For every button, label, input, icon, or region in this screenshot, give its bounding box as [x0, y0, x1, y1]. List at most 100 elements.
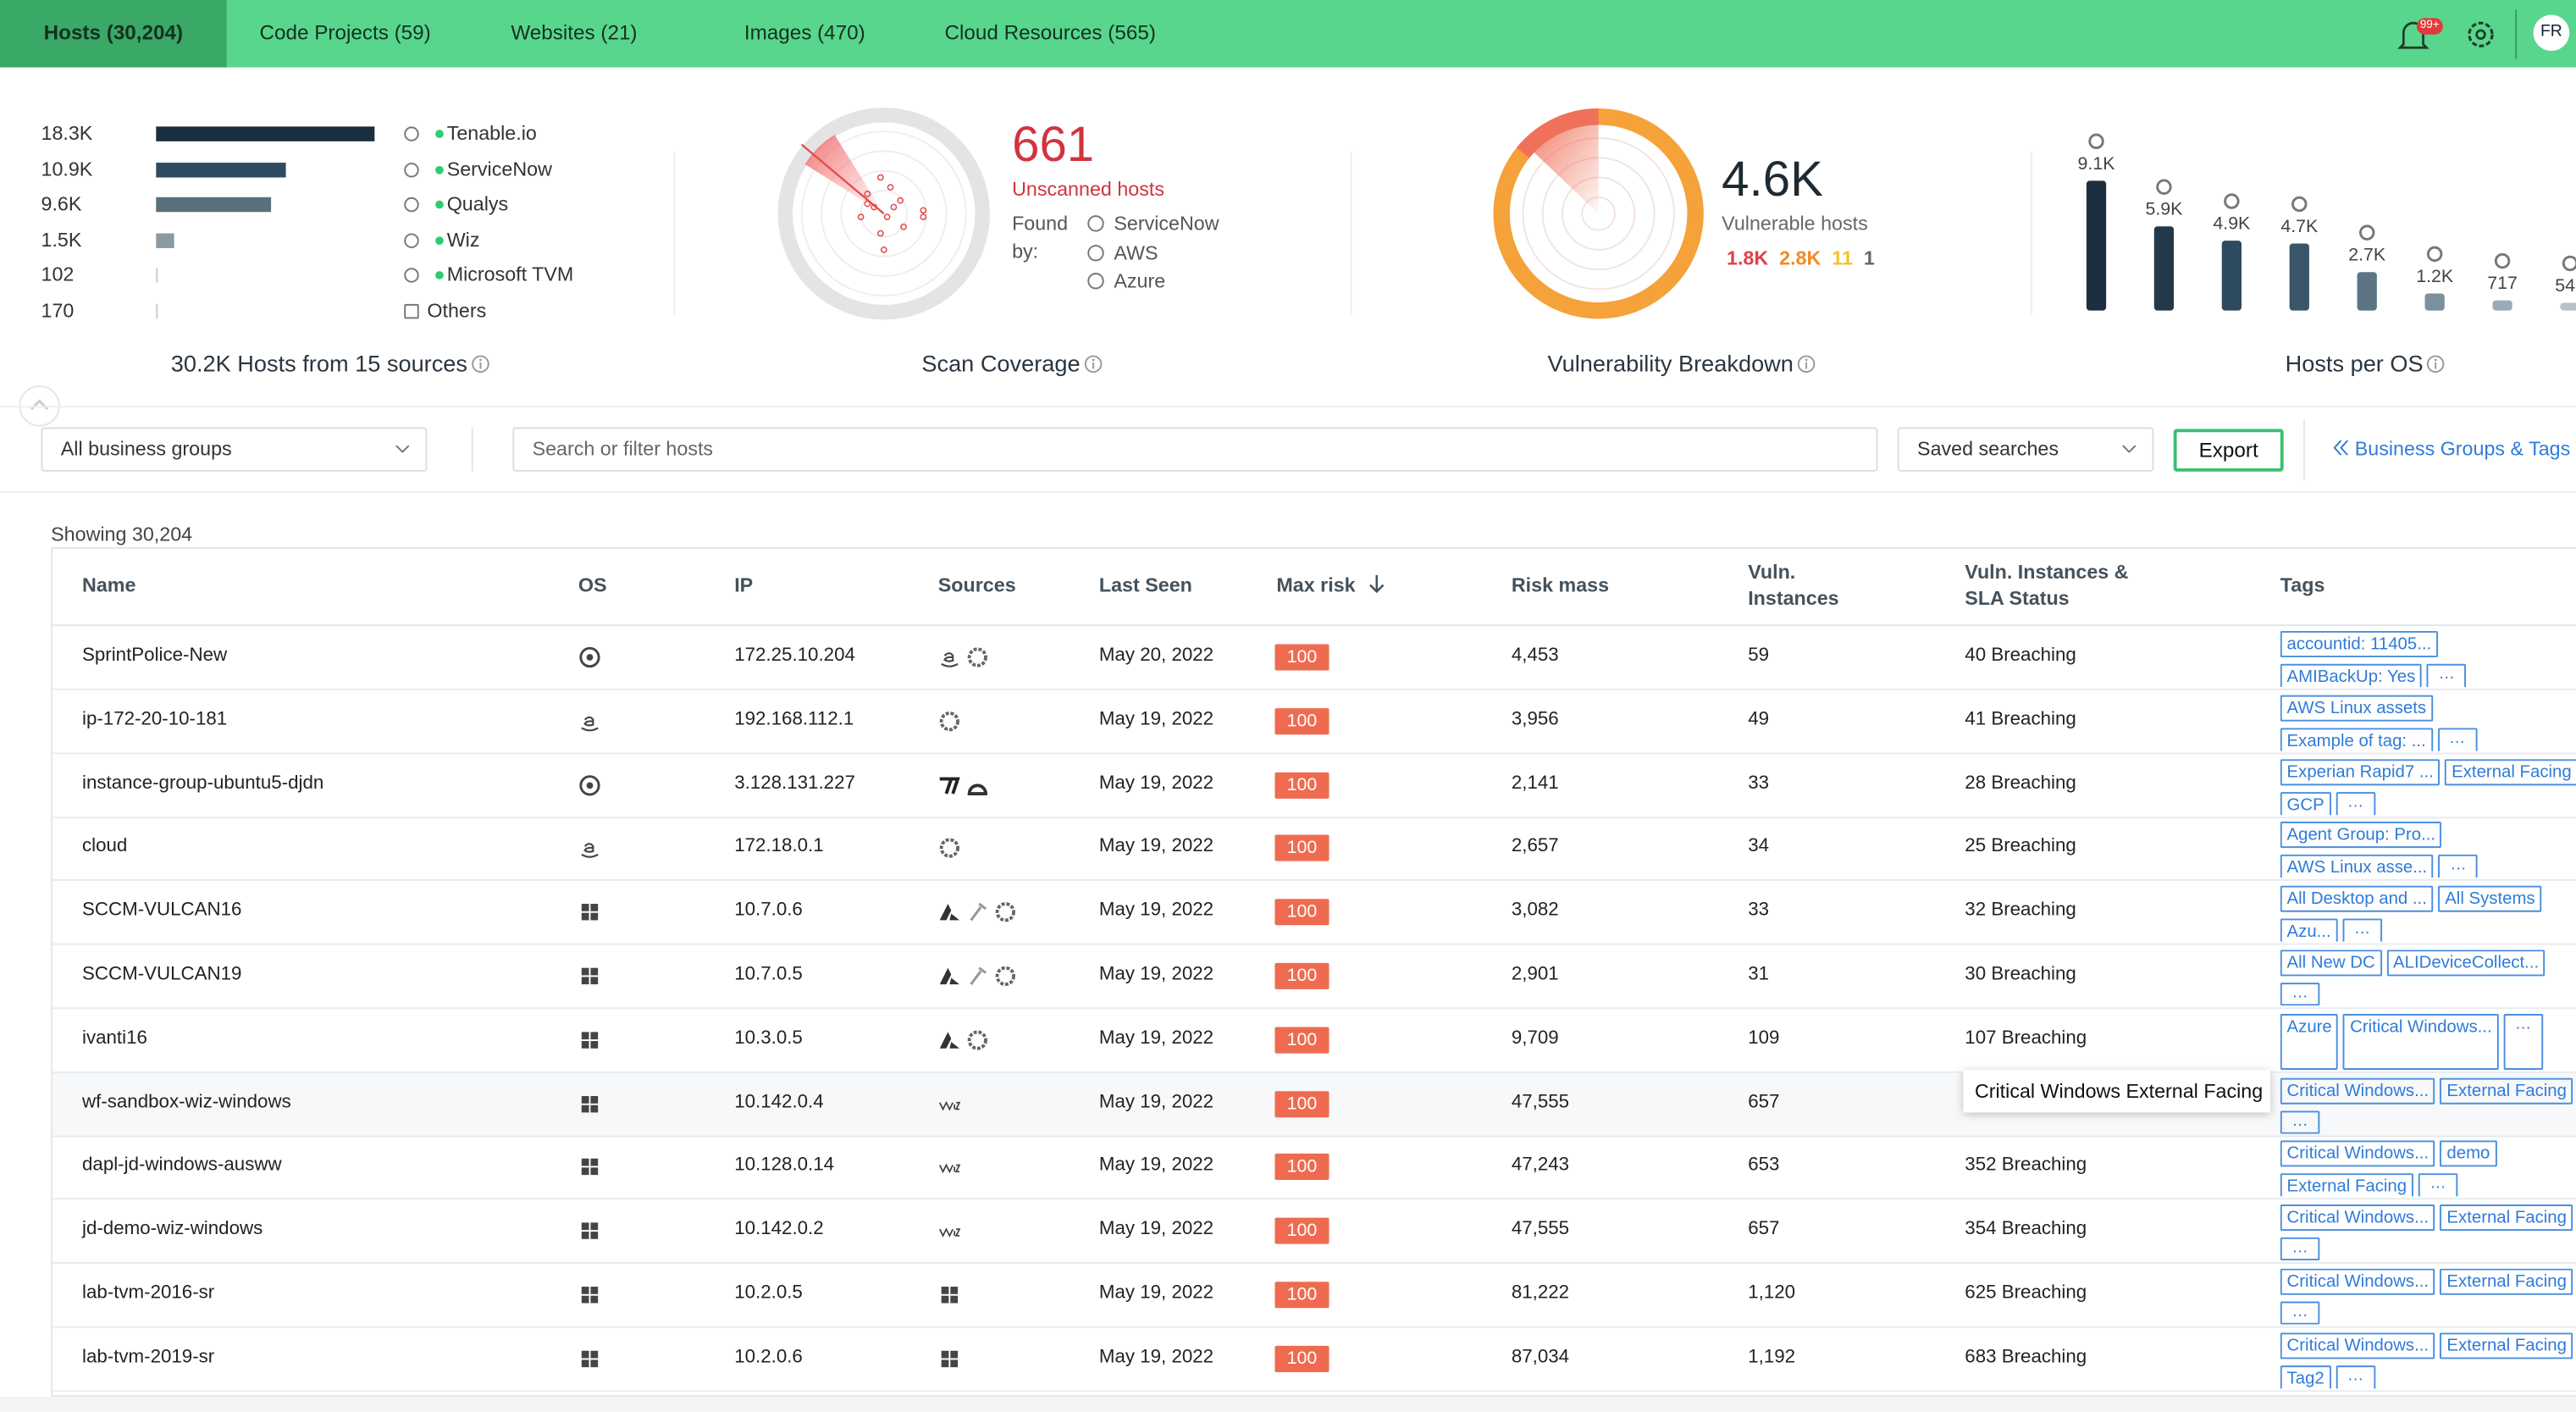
- tag[interactable]: Experian Rapid7 ...: [2280, 758, 2441, 785]
- avatar[interactable]: FR: [2533, 14, 2570, 52]
- tag[interactable]: All Desktop and ...: [2280, 886, 2434, 913]
- tab[interactable]: Code Projects (59): [259, 21, 431, 45]
- more-tags-button[interactable]: …: [2437, 728, 2477, 751]
- tab[interactable]: Hosts (30,204): [0, 0, 227, 68]
- icon-part: [581, 1104, 589, 1112]
- tag[interactable]: Agent Group: Pro...: [2280, 822, 2442, 849]
- tag[interactable]: ALIDeviceCollect...: [2386, 950, 2546, 977]
- tag[interactable]: Azure: [2280, 1013, 2339, 1070]
- more-tags-button[interactable]: …: [2336, 1365, 2375, 1388]
- more-tags-button[interactable]: …: [2280, 983, 2320, 1006]
- tag[interactable]: AWS Linux assets: [2280, 695, 2433, 722]
- more-tags-button[interactable]: …: [2426, 663, 2467, 687]
- icon-part: [941, 1359, 949, 1367]
- low-count: 1: [1863, 246, 1875, 270]
- tag[interactable]: Example of tag: ...: [2280, 728, 2433, 751]
- business-group-select[interactable]: All business groups: [41, 427, 428, 472]
- saved-searches-select[interactable]: Saved searches: [1897, 427, 2154, 472]
- tag[interactable]: Azu...: [2280, 918, 2338, 943]
- tag[interactable]: External Facing: [2440, 1332, 2573, 1359]
- icon-part: [581, 1159, 589, 1167]
- icon-part: [590, 1095, 599, 1103]
- table-row: [53, 1009, 2576, 1073]
- column-header: Name: [82, 573, 136, 597]
- tag[interactable]: Critical Windows...: [2343, 1013, 2499, 1070]
- tab[interactable]: Images (470): [744, 21, 865, 45]
- icon-part: [941, 1295, 949, 1304]
- sort-arrow: [1369, 575, 1385, 594]
- vuln-instances: 657: [1748, 1092, 1780, 1112]
- more-tags-button[interactable]: …: [2342, 918, 2382, 943]
- vuln-breakdown: 1.8K 2.8K 11 1: [1727, 246, 1875, 269]
- icon: [581, 1159, 599, 1176]
- os-bar-label: 4.9K: [2213, 213, 2250, 234]
- tag[interactable]: External Facing: [2440, 1268, 2573, 1295]
- last-seen: May 20, 2022: [1098, 645, 1214, 666]
- business-groups-link[interactable]: Business Groups & Tags: [2333, 437, 2570, 460]
- divider: [0, 491, 2576, 494]
- tag[interactable]: accountid: 11405...: [2280, 630, 2438, 658]
- more-tags-button[interactable]: …: [2280, 1301, 2320, 1325]
- tag[interactable]: Critical Windows...: [2280, 1141, 2435, 1168]
- search-input[interactable]: Search or filter hosts: [512, 427, 1878, 472]
- tag[interactable]: AMIBackUp: Yes: [2280, 663, 2423, 687]
- icon-part: [581, 716, 599, 732]
- tag[interactable]: External Facing: [2445, 758, 2576, 785]
- link-text: Business Groups & Tags: [2354, 437, 2571, 461]
- more-tags-button[interactable]: …: [2438, 855, 2479, 878]
- export-button[interactable]: Export: [2173, 429, 2284, 472]
- divider: [471, 427, 473, 472]
- tag[interactable]: External Facing: [2280, 1173, 2413, 1198]
- tag[interactable]: Tag2: [2280, 1365, 2331, 1388]
- tag-list: Critical Windows... demo External Facing…: [2280, 1141, 2576, 1198]
- source-name: ServiceNow: [446, 157, 552, 180]
- icon-part: [938, 1164, 961, 1174]
- tab[interactable]: Websites (21): [511, 21, 638, 45]
- settings-icon[interactable]: [2464, 18, 2497, 51]
- tag[interactable]: Critical Windows...: [2280, 1268, 2435, 1295]
- more-tags-button[interactable]: …: [2503, 1013, 2543, 1070]
- more-tags-button[interactable]: …: [2336, 791, 2375, 815]
- max-risk-badge: 100: [1274, 1282, 1329, 1309]
- ip-address: 192.168.112.1: [734, 709, 854, 729]
- ip-address: 10.7.0.5: [734, 964, 803, 985]
- more-tags-button[interactable]: …: [2280, 1238, 2320, 1261]
- icon: [579, 646, 600, 668]
- host-name: dapl-jd-windows-ausww: [82, 1155, 282, 1176]
- source-name: Qualys: [446, 191, 509, 216]
- host-name: cloud: [82, 837, 128, 857]
- tag[interactable]: External Facing: [2440, 1077, 2573, 1104]
- tag[interactable]: Critical Windows...: [2280, 1332, 2435, 1359]
- found-by-item: ServiceNow: [1087, 210, 1219, 239]
- sla-status: 40 Breaching: [1965, 645, 2076, 666]
- more-tags-button[interactable]: …: [2418, 1173, 2458, 1198]
- status-dot: [435, 130, 444, 138]
- source-bar: [156, 126, 375, 141]
- tag[interactable]: External Facing: [2440, 1204, 2573, 1232]
- tag[interactable]: All New DC: [2280, 950, 2382, 977]
- icon-part: [941, 1287, 949, 1294]
- unscanned-count: 661: [1012, 118, 1095, 173]
- os-bar: [2357, 272, 2377, 311]
- host-name: SprintPolice-New: [82, 645, 228, 666]
- tag[interactable]: Critical Windows...: [2280, 1204, 2435, 1232]
- icon-part: [1805, 358, 1807, 362]
- more-tags-button[interactable]: …: [2280, 1110, 2320, 1133]
- tag[interactable]: All Systems: [2438, 886, 2542, 913]
- tag[interactable]: AWS Linux asse...: [2280, 855, 2435, 878]
- icon: [581, 904, 599, 921]
- host-name: instance-group-ubuntu5-djdn: [82, 772, 324, 794]
- tag-list: Experian Rapid7 ... External Facing GCP…: [2280, 758, 2576, 815]
- icon-part: [939, 776, 960, 794]
- tab[interactable]: Cloud Resources (565): [944, 21, 1156, 45]
- host-name: jd-demo-wiz-windows: [82, 1219, 263, 1240]
- tag[interactable]: demo: [2440, 1141, 2497, 1168]
- tag[interactable]: Critical Windows...: [2280, 1077, 2435, 1104]
- status-dot: [435, 164, 444, 174]
- sources-widget: 18.3K Tenable.io 10.9K ServiceNow 9.6K Qualys…: [0, 115, 657, 329]
- scan-radar: [777, 108, 990, 320]
- vuln-total: 4.6K: [1722, 152, 1823, 208]
- icon-part: [939, 967, 959, 985]
- tag[interactable]: GCP: [2280, 791, 2331, 815]
